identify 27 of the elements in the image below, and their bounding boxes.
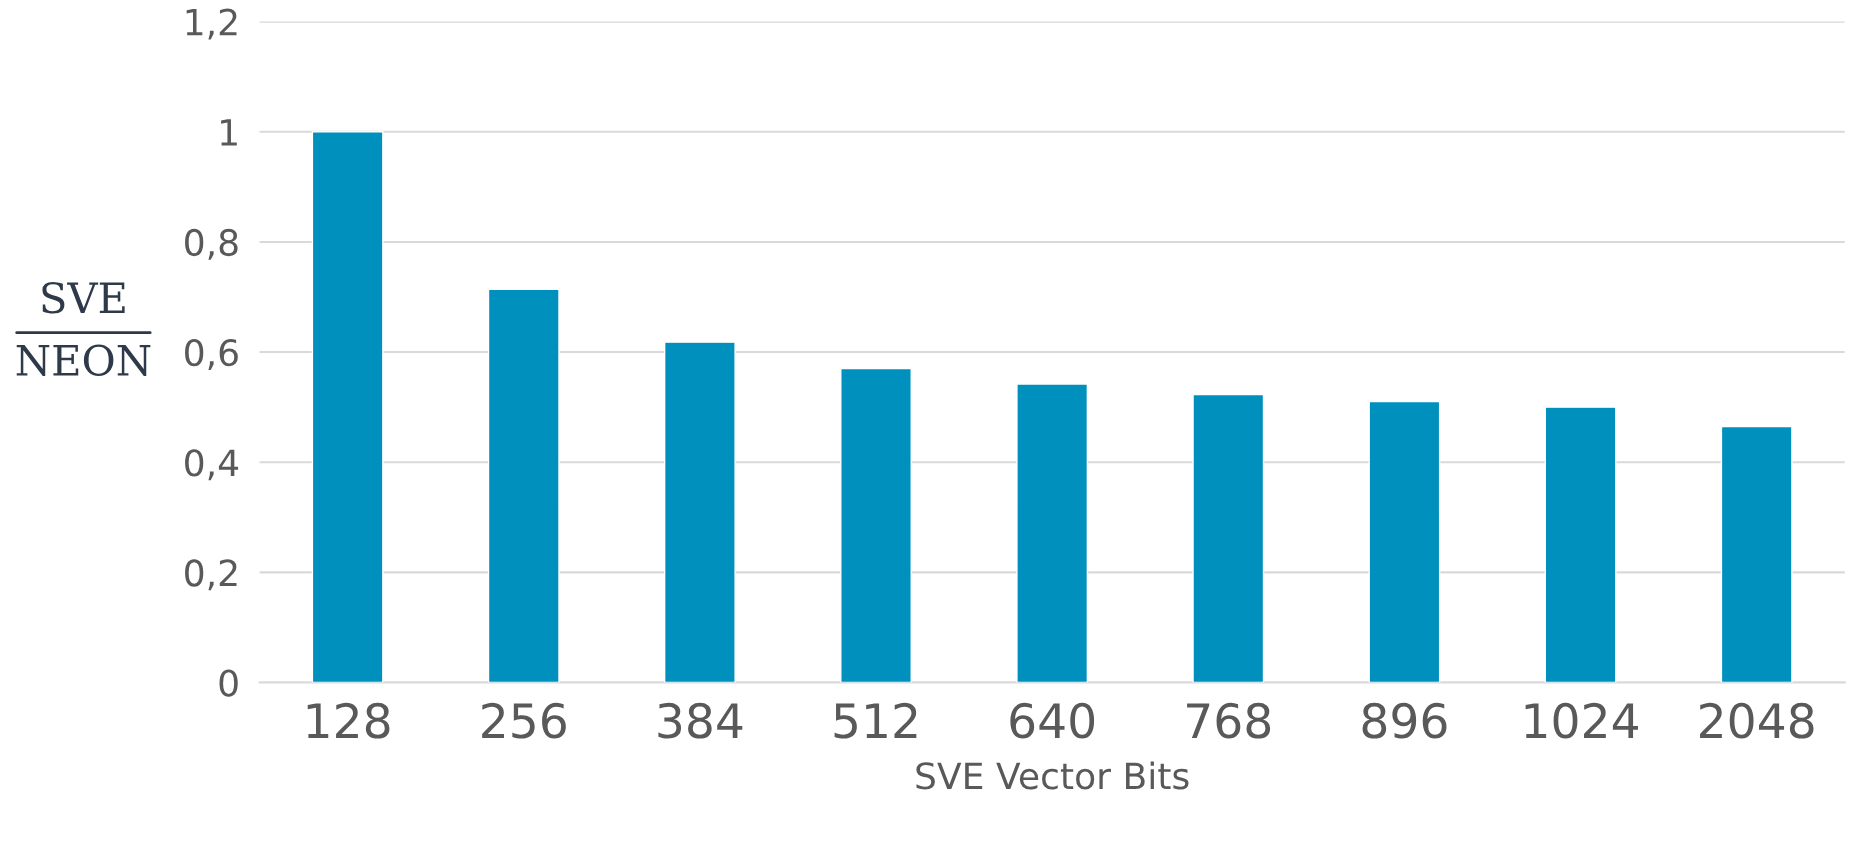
- y-axis-title: SVE NEON: [16, 281, 151, 376]
- y-tick-label: 0,2: [185, 559, 237, 591]
- bar: [487, 288, 560, 683]
- x-tick-label: 384: [658, 702, 743, 739]
- bar: [311, 131, 384, 683]
- x-tick-label: 640: [1010, 702, 1095, 739]
- x-axis-title: SVE Vector Bits: [916, 761, 1189, 790]
- x-tick-label: 512: [834, 702, 917, 739]
- bar: [1192, 393, 1265, 683]
- bar: [1368, 400, 1441, 683]
- x-tick-label: 2048: [1700, 702, 1814, 739]
- bar: [1720, 425, 1793, 683]
- x-tick-label: 128: [307, 702, 390, 739]
- y-tick-label: 0: [219, 669, 238, 697]
- x-tick-label: 1024: [1525, 702, 1638, 739]
- y-tick-label: 1,2: [186, 8, 237, 40]
- x-tick-label: 768: [1187, 702, 1271, 739]
- bar: [1016, 383, 1089, 683]
- bar: [1544, 406, 1617, 683]
- y-tick-label: 0,4: [185, 449, 239, 481]
- y-tick-label: 0,8: [185, 228, 238, 260]
- x-tick-label: 896: [1362, 702, 1447, 739]
- y-tick-label: 0,6: [185, 339, 238, 370]
- bar: [663, 341, 736, 683]
- x-tick-label: 256: [482, 702, 566, 739]
- bar: [840, 367, 912, 683]
- y-tick-label: 1: [221, 119, 237, 146]
